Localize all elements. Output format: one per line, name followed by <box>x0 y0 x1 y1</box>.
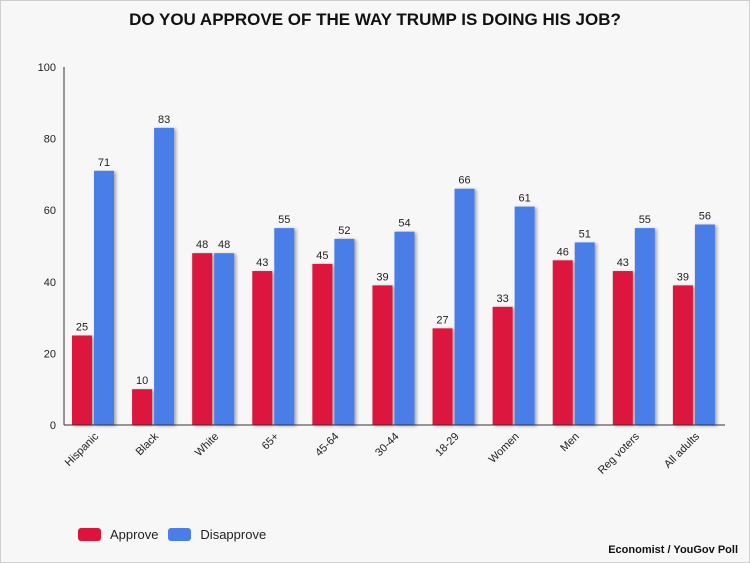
legend-swatch-disapprove <box>168 528 192 541</box>
bar-disapprove <box>574 242 595 425</box>
data-label: 46 <box>557 246 569 258</box>
data-label: 45 <box>316 250 328 262</box>
x-tick-label: 18-29 <box>433 431 461 459</box>
bar-disapprove <box>154 127 175 426</box>
bar-approve <box>492 306 513 425</box>
bar-disapprove <box>214 253 235 425</box>
bar-disapprove <box>694 224 715 425</box>
data-label: 51 <box>579 228 591 240</box>
data-label: 66 <box>458 175 470 187</box>
bar-disapprove <box>394 231 415 425</box>
data-label: 61 <box>519 193 531 205</box>
bar-approve <box>132 389 153 425</box>
data-label: 33 <box>497 293 509 305</box>
y-tick-label: 40 <box>44 277 56 289</box>
chart-title: DO YOU APPROVE OF THE WAY TRUMP IS DOING… <box>129 10 621 29</box>
data-label: 39 <box>376 271 388 283</box>
x-tick-label: Black <box>134 430 162 458</box>
x-tick-label: Reg voters <box>596 430 642 476</box>
x-tick-label: Men <box>558 431 582 455</box>
bar-disapprove <box>274 228 295 425</box>
x-tick-label: White <box>193 431 221 459</box>
data-label: 52 <box>338 225 350 237</box>
bar-disapprove <box>334 238 355 425</box>
data-label: 43 <box>256 257 268 269</box>
bar-disapprove <box>454 188 475 425</box>
data-label: 39 <box>677 271 689 283</box>
data-label: 55 <box>278 214 290 226</box>
x-tick-label: 45-64 <box>313 431 341 459</box>
data-label: 48 <box>218 239 230 251</box>
x-tick-label: Hispanic <box>63 430 102 469</box>
y-tick-label: 20 <box>44 348 56 360</box>
data-label: 54 <box>398 218 410 230</box>
legend: Approve Disapprove <box>78 527 266 542</box>
bar-approve <box>552 260 573 425</box>
y-tick-label: 100 <box>38 62 56 74</box>
data-label: 10 <box>136 375 148 387</box>
y-tick-label: 0 <box>50 420 56 432</box>
bar-approve <box>252 271 273 425</box>
legend-label-disapprove: Disapprove <box>200 527 267 542</box>
data-label: 71 <box>98 157 110 169</box>
data-label: 83 <box>158 114 170 126</box>
bar-approve <box>672 285 693 425</box>
bar-approve <box>192 253 213 425</box>
source-note: Economist / YouGov Poll <box>608 544 738 556</box>
data-label: 55 <box>639 214 651 226</box>
bar-disapprove <box>514 206 535 425</box>
data-label: 27 <box>436 314 448 326</box>
bar-approve <box>72 335 92 425</box>
data-label: 48 <box>196 239 208 251</box>
data-label: 43 <box>617 257 629 269</box>
bar-approve <box>372 285 393 425</box>
y-tick-label: 80 <box>44 134 56 146</box>
data-label: 56 <box>699 211 711 223</box>
x-tick-label: All adults <box>662 430 702 470</box>
bar-approve <box>612 271 633 425</box>
legend-swatch-approve <box>78 528 101 541</box>
bar-approve <box>432 328 453 425</box>
x-tick-label: 30-44 <box>373 431 401 459</box>
x-tick-label: Women <box>487 431 522 466</box>
bar-disapprove <box>94 170 114 425</box>
bar-approve <box>312 263 333 425</box>
data-label: 25 <box>76 322 88 334</box>
legend-label-approve: Approve <box>110 527 159 542</box>
bar-disapprove <box>634 228 655 425</box>
y-tick-label: 60 <box>44 205 56 217</box>
x-tick-label: 65+ <box>260 431 282 453</box>
